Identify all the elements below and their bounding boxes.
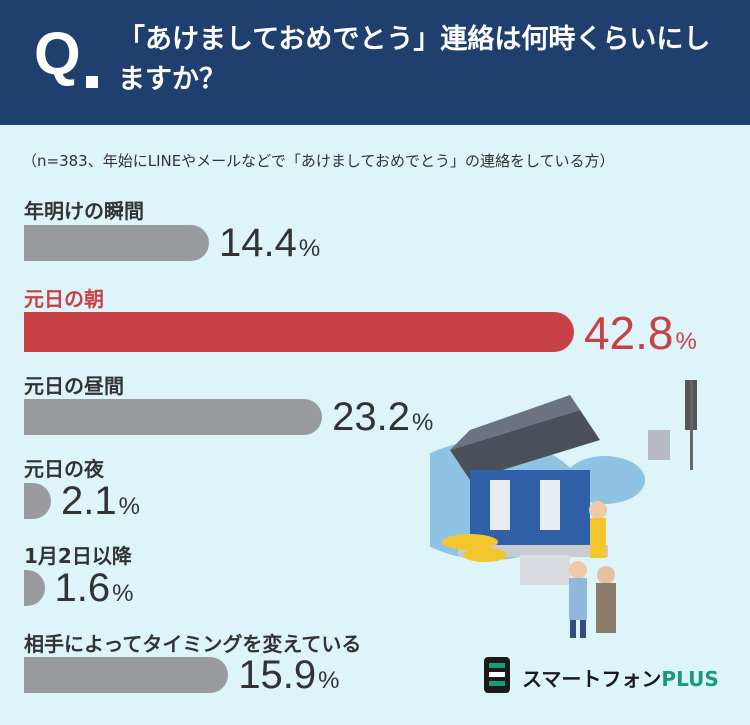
value-unit: % bbox=[318, 667, 340, 694]
category-label: 元日の朝 bbox=[24, 287, 104, 311]
bar bbox=[24, 657, 229, 693]
category-label: 相手によってタイミングを変えている bbox=[24, 632, 362, 656]
q-dot bbox=[86, 76, 98, 88]
logo-text: スマートフォンPLUS bbox=[522, 663, 719, 692]
bar bbox=[24, 225, 210, 261]
category-label: 元日の夜 bbox=[24, 457, 104, 481]
value-label: 15.9% bbox=[238, 655, 339, 695]
value-number: 42.8 bbox=[583, 307, 674, 359]
logo-suffix: PLUS bbox=[661, 667, 719, 691]
q-mark: Q bbox=[34, 20, 81, 87]
value-label: 14.4% bbox=[219, 223, 320, 263]
value-unit: % bbox=[112, 580, 134, 607]
brand-logo: スマートフォンPLUS bbox=[482, 655, 732, 695]
value-label: 1.6% bbox=[55, 568, 134, 608]
bar bbox=[24, 399, 323, 435]
value-number: 2.1 bbox=[60, 479, 117, 523]
category-label: 元日の昼間 bbox=[24, 374, 124, 398]
survey-note: （n=383、年始にLINEやメールなどで「あけましておめでとう」の連絡をしてい… bbox=[22, 152, 615, 170]
bar bbox=[24, 570, 45, 606]
bar bbox=[24, 483, 51, 519]
value-number: 15.9 bbox=[238, 653, 317, 697]
value-unit: % bbox=[118, 493, 140, 520]
question-header: Q 「あけましておめでとう」連絡は何時くらいにしますか？ bbox=[0, 0, 750, 125]
bar bbox=[24, 312, 574, 352]
shrine-illustration bbox=[430, 380, 697, 638]
category-label: 1月2日以降 bbox=[24, 544, 132, 568]
value-unit: % bbox=[298, 235, 321, 262]
value-number: 23.2 bbox=[332, 395, 410, 439]
logo-icon bbox=[484, 657, 510, 693]
value-label: 42.8% bbox=[584, 310, 697, 356]
value-number: 1.6 bbox=[54, 566, 111, 610]
category-label: 年明けの瞬間 bbox=[24, 199, 144, 223]
question-title: 「あけましておめでとう」連絡は何時くらいにしますか？ bbox=[118, 24, 711, 95]
value-number: 14.4 bbox=[219, 221, 297, 265]
value-unit: % bbox=[411, 409, 434, 436]
value-label: 2.1% bbox=[61, 481, 140, 521]
value-unit: % bbox=[675, 328, 697, 355]
value-label: 23.2% bbox=[332, 397, 433, 437]
logo-name: スマートフォン bbox=[522, 667, 662, 691]
